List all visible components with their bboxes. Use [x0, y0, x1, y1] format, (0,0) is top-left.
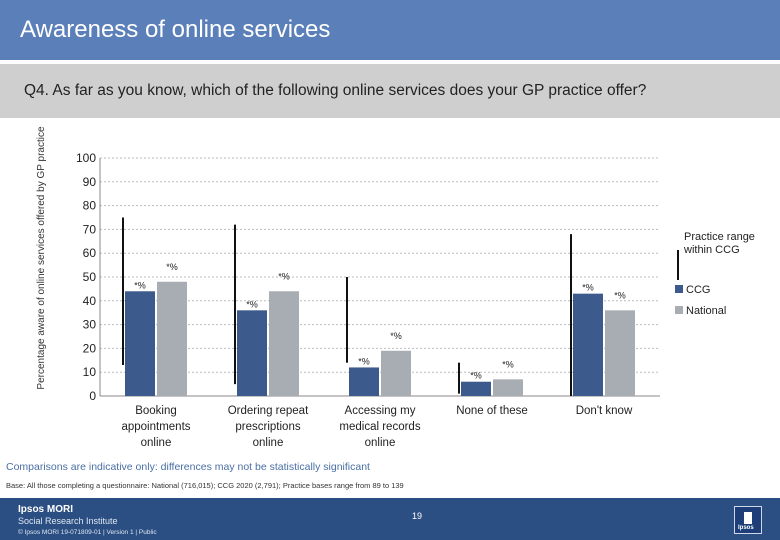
data-label: *% [134, 280, 146, 290]
data-label: *% [582, 283, 594, 293]
data-label: *% [390, 331, 402, 341]
bar-national [157, 281, 187, 396]
comparison-note: Comparisons are indicative only: differe… [6, 461, 370, 473]
logo-mark [744, 512, 752, 524]
legend-swatch-national [675, 306, 683, 314]
y-tick-label: 70 [83, 222, 97, 236]
y-tick-label: 20 [83, 341, 97, 355]
legend-range-label: Practice range [684, 231, 755, 243]
base-note: Base: All those completing a questionnai… [6, 481, 404, 490]
data-label: *% [278, 271, 290, 281]
logo-icon-text: Ipsos [738, 525, 754, 531]
data-label: *% [246, 299, 258, 309]
y-tick-label: 50 [83, 270, 97, 284]
y-tick-label: 60 [83, 246, 97, 260]
bar-ccg [461, 381, 491, 396]
x-tick-label: online [141, 437, 172, 449]
bar-ccg [237, 310, 267, 396]
bar-ccg [125, 291, 155, 396]
ipsos-logo-subtext: Social Research Institute [18, 516, 118, 526]
question-bar [0, 64, 780, 118]
ipsos-logo-text: Ipsos MORI [18, 504, 74, 515]
footer-bar [0, 498, 780, 540]
y-tick-label: 30 [83, 318, 97, 332]
x-tick-label: online [253, 437, 284, 449]
page-title: Awareness of online services [20, 16, 331, 43]
x-tick-label: None of these [456, 405, 528, 417]
legend-label-national: National [686, 305, 726, 317]
data-label: *% [166, 262, 178, 272]
bar-ccg [573, 293, 603, 396]
x-tick-label: Booking [135, 405, 177, 417]
y-tick-label: 90 [83, 175, 97, 189]
question-text: Q4. As far as you know, which of the fol… [24, 82, 647, 99]
y-tick-label: 0 [89, 389, 96, 403]
x-tick-label: appointments [121, 421, 190, 433]
bar-chart: 0 10 20 30 40 50 60 70 80 90 100 *% *% Booking appoint… [76, 151, 755, 449]
y-tick-label: 40 [83, 294, 97, 308]
data-label: *% [502, 359, 514, 369]
bar-ccg [349, 367, 379, 396]
bar-national [493, 379, 523, 396]
bar-national [269, 291, 299, 396]
y-tick-label: 100 [76, 151, 96, 165]
data-label: *% [614, 290, 626, 300]
x-tick-label: Don't know [576, 405, 633, 417]
legend-range-label: within CCG [683, 244, 740, 256]
data-label: *% [358, 356, 370, 366]
bar-national [605, 310, 635, 396]
legend-swatch-ccg [675, 285, 683, 293]
footer-copyright: © Ipsos MORI 19-071809-01 | Version 1 | … [18, 529, 157, 536]
title-bar [0, 0, 780, 60]
x-tick-label: prescriptions [235, 421, 300, 433]
x-tick-label: online [365, 437, 396, 449]
data-label: *% [470, 371, 482, 381]
ipsos-logo-icon: Ipsos [734, 506, 762, 534]
page-number: 19 [412, 511, 423, 521]
x-tick-label: Ordering repeat [228, 405, 309, 417]
bar-national [381, 350, 411, 396]
y-tick-label: 80 [83, 199, 97, 213]
x-tick-label: medical records [339, 421, 420, 433]
y-tick-label: 10 [83, 365, 97, 379]
x-tick-label: Accessing my [345, 405, 416, 417]
legend-label-ccg: CCG [686, 284, 710, 296]
